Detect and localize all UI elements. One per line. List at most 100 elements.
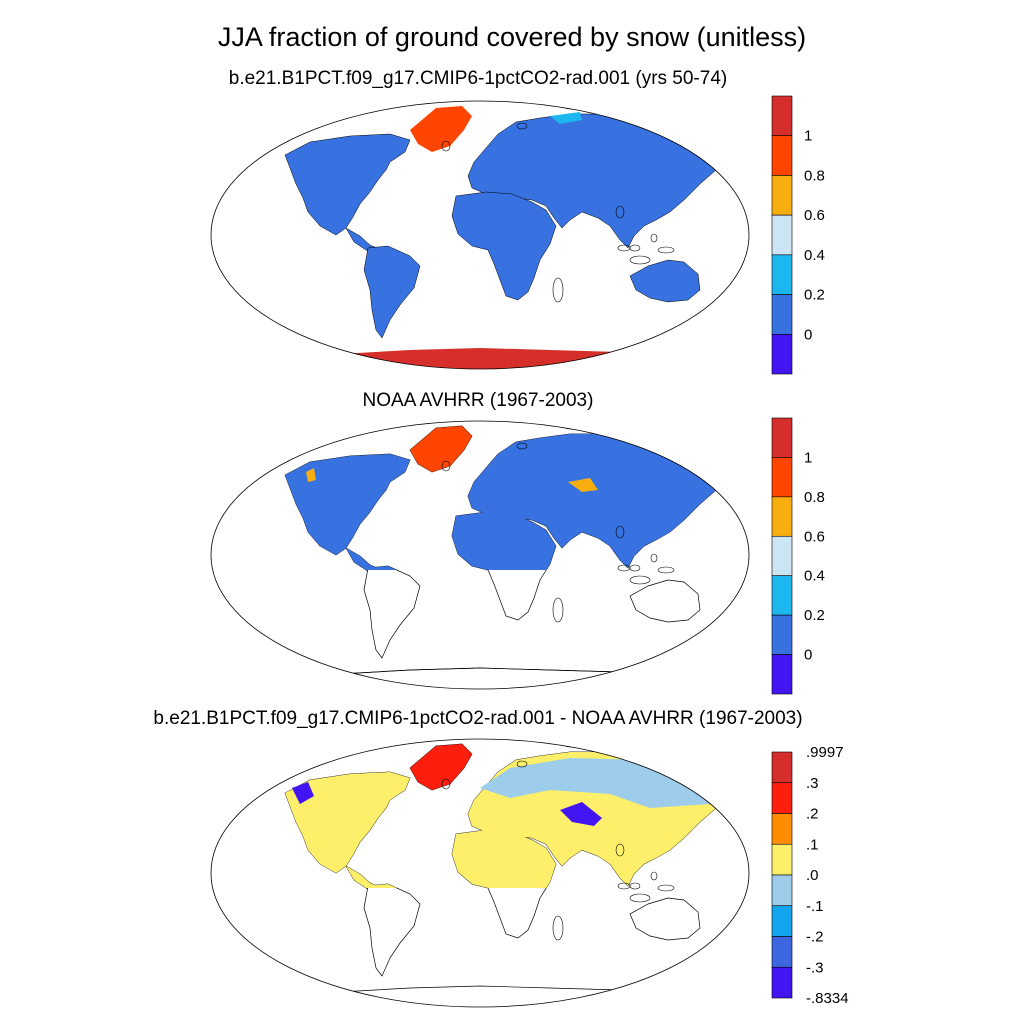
panel-1-title: b.e21.B1PCT.f09_g17.CMIP6-1pctCO2-rad.00… — [228, 68, 728, 89]
island-outline — [650, 871, 658, 881]
colorbar-swatch — [771, 614, 793, 655]
island-outline — [722, 625, 730, 639]
colorbar-swatch — [771, 575, 793, 616]
colorbar-label: 0.8 — [804, 489, 825, 506]
panel-2-title: NOAA AVHRR (1967-2003) — [362, 390, 594, 411]
map-border — [210, 100, 750, 370]
outline-antarctica — [304, 667, 721, 689]
land-northAmerica — [284, 133, 411, 236]
colorbar-swatch — [771, 874, 793, 907]
panel-3-title: b.e21.B1PCT.f09_g17.CMIP6-1pctCO2-rad.00… — [153, 708, 803, 729]
island-outline — [650, 233, 658, 243]
observed-snow-map — [210, 420, 750, 690]
colorbar-swatch — [771, 654, 793, 695]
alaska-snow — [306, 468, 316, 482]
colorbar-swatch — [771, 966, 793, 999]
colorbar-label: 1 — [804, 449, 812, 466]
colorbar-label: -.2 — [806, 929, 824, 946]
difference-colorbar: .9997 .3 .2 .1 .0 -.1 -.2 -.3 -.8334 — [771, 744, 849, 1007]
colorbar-swatch — [771, 214, 793, 256]
colorbar-label: 0 — [804, 326, 812, 343]
greenland-snow — [410, 106, 472, 152]
island-outline — [552, 597, 564, 623]
map-border — [210, 420, 750, 690]
island-outline — [629, 255, 651, 265]
island-outline — [657, 566, 675, 574]
arctic-snow-patch — [550, 112, 582, 124]
land-africa — [452, 512, 556, 570]
island-outline — [441, 460, 451, 472]
colorbar-label: .1 — [806, 836, 819, 853]
colorbar-swatch — [771, 843, 793, 876]
land-northAmerica — [285, 454, 410, 555]
colorbar-swatch — [771, 496, 793, 537]
colorbar-swatch — [771, 135, 793, 176]
colorbar-swatch — [771, 457, 793, 498]
colorbar-swatch — [771, 782, 793, 814]
land-africa — [451, 191, 557, 301]
island-outline — [629, 564, 641, 572]
map-border — [210, 738, 750, 1008]
island-outline — [657, 884, 675, 892]
island-outline — [552, 915, 564, 941]
outline-australia — [629, 579, 701, 623]
colorbar-swatch — [771, 751, 793, 784]
island-outline — [615, 843, 625, 857]
greenland-snow — [410, 426, 472, 472]
island-outline — [516, 760, 528, 768]
antarctica-snow — [305, 348, 720, 369]
greenland-difference — [410, 744, 472, 790]
colorbar-label: 0.2 — [804, 287, 825, 304]
difference-snow-map — [210, 738, 750, 1008]
colorbar-swatch — [771, 813, 793, 845]
island-outline — [629, 893, 651, 903]
colorbar-swatch — [771, 333, 793, 375]
model-snow-map — [210, 100, 750, 370]
land-southAmerica — [363, 245, 421, 339]
island-outline — [441, 778, 451, 790]
colorbar-swatch — [771, 95, 793, 137]
island-outline — [724, 928, 732, 944]
land-eurasia — [468, 434, 740, 568]
land-northAmerica — [285, 772, 410, 873]
island-outline — [441, 140, 451, 152]
colorbar-swatch — [771, 254, 793, 295]
island-outline — [724, 610, 732, 626]
colorbar-label: 1 — [804, 128, 812, 145]
model-colorbar: 1 0.8 0.6 0.4 0.2 0 — [771, 95, 825, 375]
island-outline — [615, 205, 625, 219]
colorbar-label: 0.6 — [804, 207, 825, 224]
island-outline — [722, 305, 730, 319]
outline-southAmerica — [363, 565, 421, 659]
colorbar-label: .0 — [806, 867, 819, 884]
colorbar-label: .9997 — [806, 744, 844, 761]
colorbar-swatch — [771, 936, 793, 968]
alaska-decrease — [292, 782, 314, 804]
outline-australia — [629, 897, 701, 941]
page-title: JJA fraction of ground covered by snow (… — [217, 22, 807, 52]
colorbar-label: 0.6 — [804, 528, 825, 545]
colorbar-label: .3 — [806, 775, 819, 792]
colorbar-label: 0 — [804, 647, 812, 664]
colorbar-swatch — [771, 535, 793, 577]
colorbar-label: 0.8 — [804, 167, 825, 184]
colorbar-label: 0.4 — [804, 247, 825, 264]
colorbar-label: -.8334 — [806, 990, 849, 1007]
island-outline — [650, 553, 658, 563]
observed-colorbar: 1 0.8 0.6 0.4 0.2 0 — [771, 417, 825, 695]
island-outline — [615, 525, 625, 539]
land-eurasia — [467, 113, 741, 249]
island-outline — [629, 575, 651, 585]
island-outline — [724, 290, 732, 306]
tibet-decrease — [560, 802, 602, 826]
island-outline — [516, 122, 528, 130]
island-outline — [552, 277, 564, 303]
colorbar-label: 0.4 — [804, 568, 825, 585]
colorbar-swatch — [771, 905, 793, 937]
island-outline — [629, 882, 641, 890]
land-africa — [452, 830, 556, 888]
colorbar-swatch — [771, 417, 793, 458]
outline-southAmerica — [363, 883, 421, 977]
outline-antarctica — [304, 985, 721, 1007]
land-australia — [629, 259, 701, 303]
